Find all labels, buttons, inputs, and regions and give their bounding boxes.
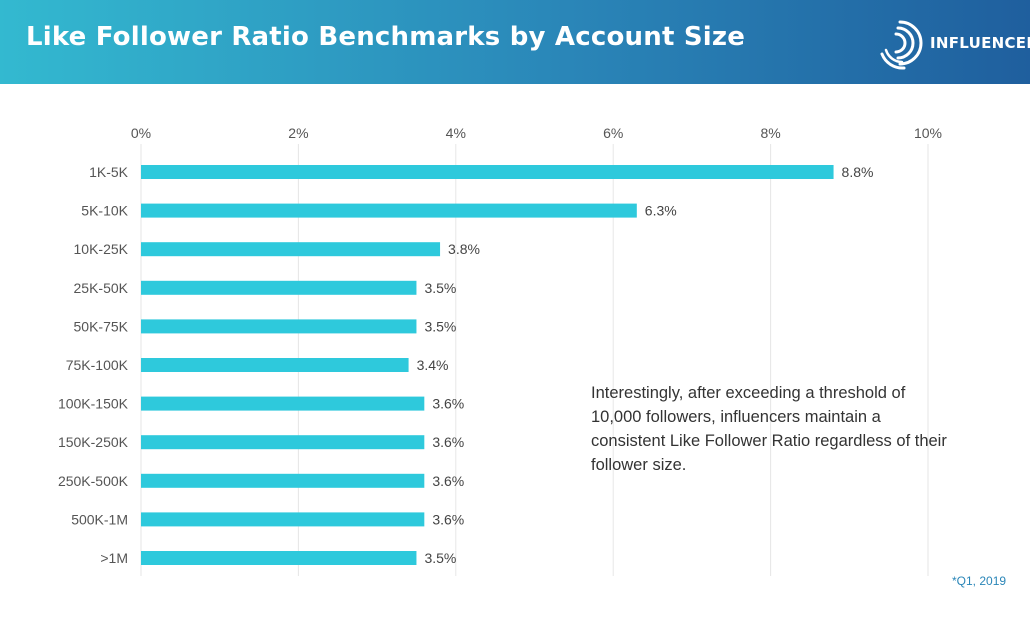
category-label: 10K-25K [74,241,129,257]
x-tick-label: 8% [760,125,780,141]
annotation-note: Interestingly, after exceeding a thresho… [591,384,947,474]
value-label: 3.6% [432,396,464,412]
category-label: 150K-250K [58,434,129,450]
x-tick-label: 2% [288,125,308,141]
page-title: Like Follower Ratio Benchmarks by Accoun… [26,22,746,52]
x-axis-ticks: 0% 2% 4% 6% 8% 10% [131,125,942,141]
category-label: 250K-500K [58,473,129,489]
category-label: 75K-100K [66,357,129,373]
category-label: 25K-50K [74,280,129,296]
value-label: 8.8% [842,164,874,180]
category-label: 5K-10K [81,203,128,219]
bar [141,435,425,450]
value-label: 3.8% [448,241,480,257]
bar [141,512,425,527]
bar [141,319,417,334]
bar [141,165,834,179]
bar [141,396,425,411]
value-labels: 8.8% 6.3% 3.8% 3.5% 3.5% 3.4% 3.6% 3.6% 3.6% 3.6%… [417,164,874,566]
x-tick-label: 10% [914,125,942,141]
footnote: *Q1, 2019 [952,574,1007,588]
category-label: >1M [100,550,128,566]
bar [141,551,417,565]
value-label: 3.4% [417,357,449,373]
bar-chart: 0% 2% 4% 6% 8% 10% 1K-5K 5K-10K 10K-25K 25K-50K 5… [58,125,942,576]
value-label: 3.5% [424,318,456,334]
x-tick-label: 6% [603,125,623,141]
category-label: 500K-1M [71,511,128,527]
category-label: 100K-150K [58,396,129,412]
value-label: 3.6% [432,511,464,527]
bar [141,203,637,218]
category-labels: 1K-5K 5K-10K 10K-25K 25K-50K 50K-75K 75K-100K… [58,164,129,566]
value-label: 3.6% [432,434,464,450]
value-label: 6.3% [645,203,677,219]
bar [141,280,417,295]
bar [141,473,425,488]
x-tick-label: 0% [131,125,151,141]
influencerdb-logo: INFLUENCERDB [878,14,1030,72]
x-tick-label: 4% [446,125,466,141]
category-label: 1K-5K [89,164,129,180]
bar [141,242,441,257]
logo-wordmark: INFLUENCERDB [930,34,1030,52]
header-banner: Like Follower Ratio Benchmarks by Accoun… [0,0,1030,84]
value-label: 3.5% [424,280,456,296]
concentric-arc-logo-icon [880,20,923,70]
value-label: 3.6% [432,473,464,489]
bar [141,358,409,372]
category-label: 50K-75K [74,318,129,334]
bars [141,165,834,565]
value-label: 3.5% [424,550,456,566]
